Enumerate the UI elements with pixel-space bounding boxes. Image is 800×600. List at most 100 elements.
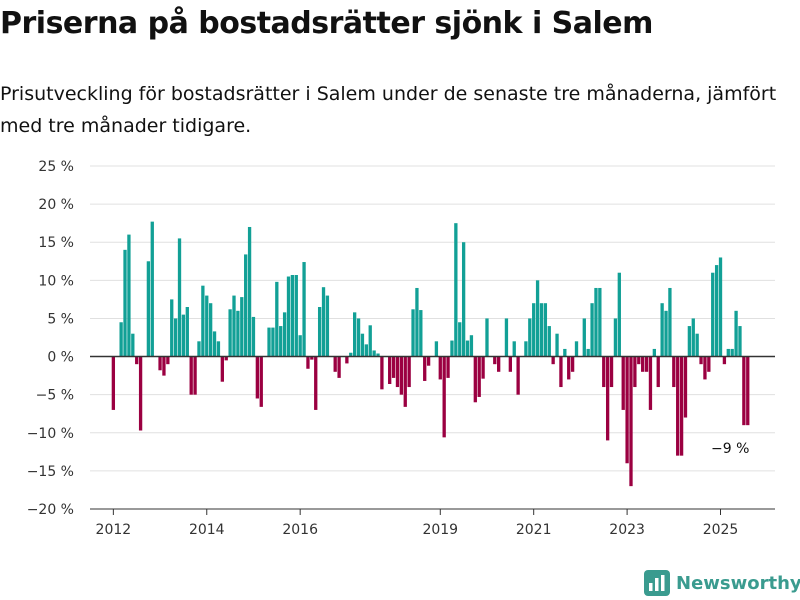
bar <box>434 341 439 357</box>
bar <box>683 356 688 418</box>
bar <box>279 326 283 357</box>
bar <box>516 356 520 395</box>
bar <box>625 356 629 464</box>
bar <box>127 234 131 357</box>
y-axis-labels: 25 % 20 % 15 % 10 % 5 % 0 % −5 % −10 % −15 % −20 … <box>27 159 74 518</box>
bar <box>461 242 466 357</box>
bar <box>742 356 746 426</box>
x-tick-label: 2023 <box>609 522 645 538</box>
y-tick-label: 0 % <box>47 350 74 366</box>
bar <box>360 333 365 357</box>
latest-value-label: −9 % <box>711 441 749 457</box>
bar <box>158 356 162 371</box>
bar <box>586 348 590 357</box>
bar <box>481 356 485 379</box>
bar <box>555 333 559 357</box>
bar <box>411 309 415 357</box>
bar <box>353 312 357 357</box>
bar <box>317 307 322 357</box>
bar <box>524 341 528 357</box>
chart-title: Priserna på bostadsrätter sjönk i Salem <box>0 6 653 41</box>
bar <box>286 276 291 357</box>
bar <box>181 314 186 357</box>
gridlines <box>90 165 775 510</box>
bar <box>465 340 470 357</box>
bar <box>337 356 341 378</box>
x-tick-label: 2025 <box>703 522 739 538</box>
x-tick-label: 2014 <box>189 522 225 538</box>
bar <box>251 316 256 357</box>
bar <box>376 353 380 357</box>
bar <box>111 356 116 410</box>
bar <box>356 318 361 357</box>
bar <box>321 287 326 357</box>
bar <box>656 356 660 388</box>
bar <box>426 356 431 366</box>
bar <box>707 356 711 372</box>
bar <box>146 261 151 357</box>
y-tick-label: 15 % <box>38 235 74 251</box>
x-tick-label: 2012 <box>96 522 132 538</box>
chart-subtitle: Prisutveckling för bostadsrätter i Salem… <box>0 83 777 137</box>
bar <box>746 356 750 426</box>
y-tick-label: −10 % <box>27 426 74 442</box>
bar <box>255 356 260 399</box>
bar <box>150 221 154 357</box>
bar <box>687 326 692 357</box>
bar <box>271 327 275 357</box>
bar <box>205 295 209 357</box>
bar <box>275 281 279 357</box>
bar <box>621 356 625 410</box>
bar <box>695 333 699 357</box>
bar <box>131 333 135 357</box>
bar <box>633 356 637 388</box>
bar <box>220 356 224 382</box>
bar <box>166 356 170 365</box>
bar <box>535 280 540 357</box>
bar <box>703 356 707 380</box>
x-tick-label: 2019 <box>422 522 458 538</box>
bar <box>454 223 458 357</box>
bar <box>267 327 271 357</box>
bar <box>493 356 497 365</box>
bar <box>504 318 509 357</box>
bar <box>512 341 516 357</box>
bar <box>442 356 446 438</box>
bar-chart: 25 % 20 % 15 % 10 % 5 % 0 % −5 % −10 % −15 % −20 … <box>27 159 775 538</box>
bar <box>722 356 727 365</box>
bar <box>672 356 676 388</box>
bar <box>419 310 423 357</box>
bar <box>629 356 633 487</box>
bar <box>438 356 442 380</box>
bar <box>617 272 621 357</box>
bar <box>676 356 680 456</box>
bar <box>403 356 407 407</box>
bar <box>637 356 641 365</box>
bar <box>730 348 734 357</box>
bar <box>123 249 127 357</box>
y-tick-label: −15 % <box>27 464 74 480</box>
bar <box>714 265 719 357</box>
bar <box>173 318 178 357</box>
y-tick-label: 5 % <box>47 311 74 327</box>
bar <box>380 356 384 390</box>
bar <box>209 303 213 357</box>
bar <box>170 299 174 357</box>
bar <box>718 257 723 357</box>
bar <box>613 318 618 357</box>
bar <box>232 295 236 357</box>
bar <box>314 356 318 410</box>
bar <box>594 287 598 357</box>
bar <box>119 322 123 357</box>
bar <box>423 356 427 381</box>
bar <box>574 341 579 357</box>
annotations: −9 % <box>711 441 749 457</box>
bar <box>306 356 310 369</box>
bar <box>244 254 248 357</box>
bar <box>193 356 197 395</box>
bar <box>228 309 232 357</box>
bar <box>391 356 396 378</box>
bar <box>333 356 337 372</box>
bar <box>551 356 555 365</box>
bar <box>224 356 228 361</box>
